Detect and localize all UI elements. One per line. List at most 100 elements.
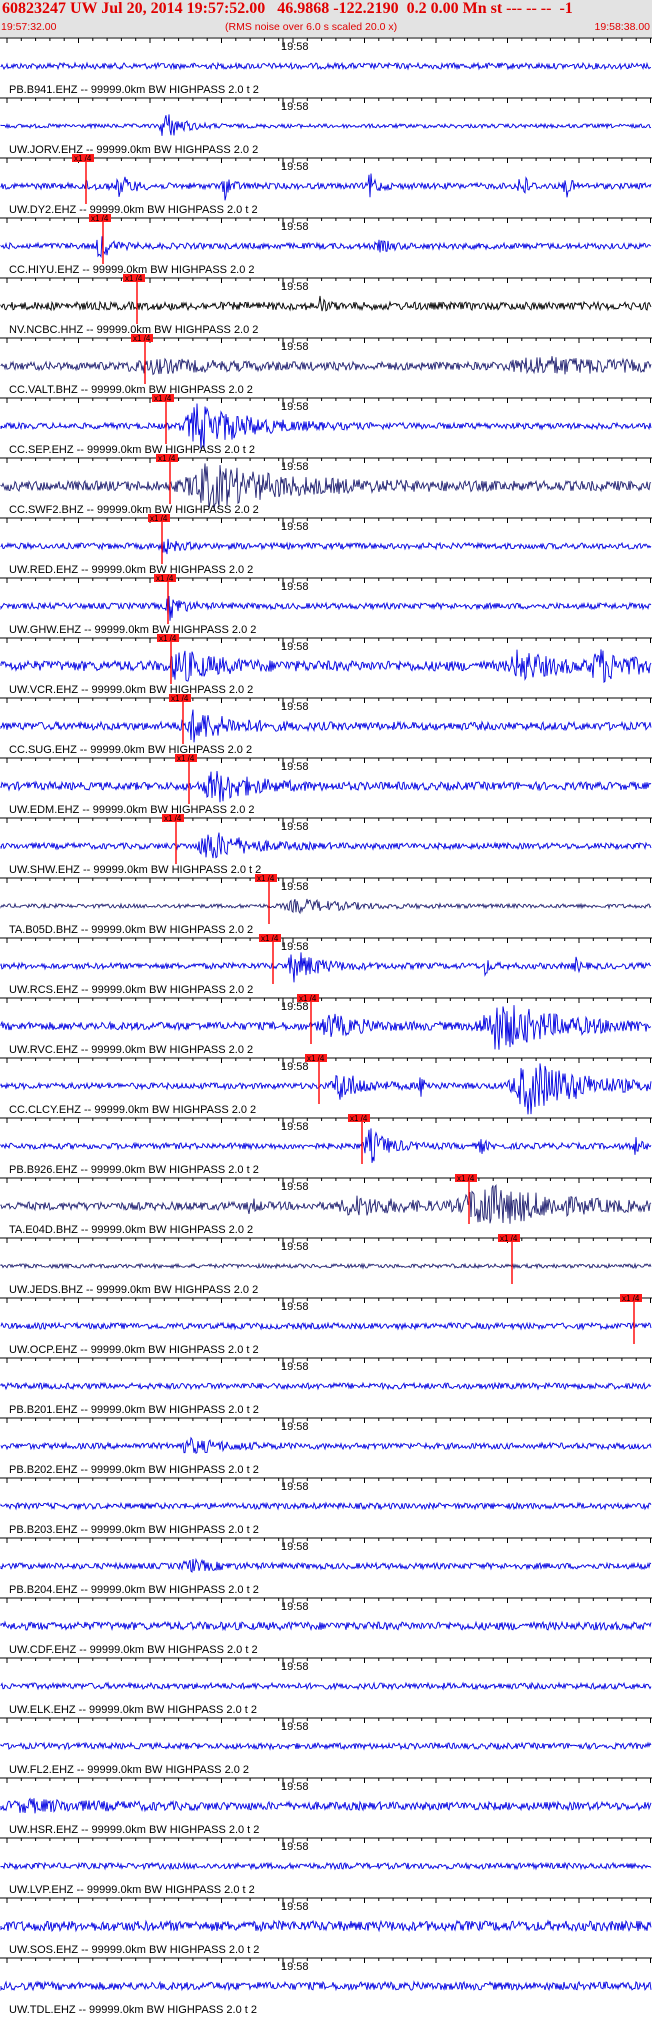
waveform	[0, 1980, 652, 1992]
minute-label: 19:58	[281, 881, 309, 893]
waveform	[0, 770, 652, 803]
pick-label: x1 /4	[177, 754, 195, 763]
minute-label: 19:58	[281, 221, 309, 233]
trace-20: 19:58 x1 /4 UW.JEDS.BHZ -- 99999.0km BW HI…	[0, 1234, 652, 1296]
waveform	[0, 595, 652, 621]
minute-label: 19:58	[281, 41, 309, 53]
station-label: UW.DY2.EHZ -- 99999.0km BW HIGHPASS 2.0 …	[9, 204, 258, 216]
pick-label: x1 /4	[156, 574, 174, 583]
trace-1: 19:58 UW.JORV.EHZ -- 99999.0km BW HIGHPAS…	[0, 97, 652, 156]
minute-label: 19:58	[281, 1541, 309, 1553]
minute-label: 19:58	[281, 1661, 309, 1673]
trace-19: 19:58 x1 /4 TA.E04D.BHZ -- 99999.0km BW HI…	[0, 1174, 652, 1236]
minute-label: 19:58	[281, 281, 309, 293]
trace-22: 19:58 PB.B201.EHZ -- 99999.0km BW HIGHPAS…	[0, 1357, 652, 1416]
scaling-note: (RMS noise over 6.0 s scaled 20.0 x)	[225, 21, 398, 33]
pick-label: x1 /4	[125, 274, 143, 283]
waveform	[0, 403, 652, 450]
trace-6: 19:58 x1 /4 CC.SEP.EHZ -- 99999.0km BW HIG…	[0, 394, 652, 456]
pick-tag	[259, 934, 281, 942]
trace-3: 19:58 x1 /4 CC.HIYU.EHZ -- 99999.0km BW HI…	[0, 214, 652, 276]
waveform	[0, 1128, 652, 1163]
trace-0: 19:58 PB.B941.EHZ -- 99999.0km BW HIGHPAS…	[0, 37, 652, 96]
minute-label: 19:58	[281, 641, 309, 653]
waveform	[0, 1620, 652, 1632]
pick-tag	[157, 634, 179, 642]
minute-label: 19:58	[281, 1301, 309, 1313]
event-title: 60823247 UW Jul 20, 2014 19:57:52.00 46.…	[2, 0, 573, 17]
station-label: PB.B204.EHZ -- 99999.0km BW HIGHPASS 2.0…	[9, 1584, 259, 1596]
waveform	[0, 463, 652, 510]
waveform	[0, 1321, 652, 1331]
pick-tag	[175, 754, 197, 762]
waveform	[0, 1381, 652, 1391]
station-label: TA.B05D.BHZ -- 99999.0km BW HIGHPASS 2.0…	[9, 924, 253, 936]
pick-tag	[152, 394, 174, 402]
pick-tag	[89, 214, 111, 222]
trace-27: 19:58 UW.ELK.EHZ -- 99999.0km BW HIGHPASS…	[0, 1657, 652, 1716]
pick-tag	[498, 1234, 520, 1242]
waveform	[0, 1501, 652, 1511]
trace-29: 19:58 UW.HSR.EHZ -- 99999.0km BW HIGHPASS…	[0, 1777, 652, 1836]
trace-18: 19:58 x1 /4 PB.B926.EHZ -- 99999.0km BW HI…	[0, 1114, 652, 1176]
trace-32: 19:58 UW.TDL.EHZ -- 99999.0km BW HIGHPASS…	[0, 1957, 652, 2016]
pick-tag	[348, 1114, 370, 1122]
station-label: UW.JORV.EHZ -- 99999.0km BW HIGHPASS 2.0…	[9, 144, 258, 156]
waveform	[0, 952, 652, 983]
minute-label: 19:58	[281, 1361, 309, 1373]
minute-label: 19:58	[281, 1961, 309, 1973]
pick-tag	[305, 1054, 327, 1062]
pick-label: x1 /4	[350, 1114, 368, 1123]
minute-label: 19:58	[281, 701, 309, 713]
minute-label: 19:58	[281, 1841, 309, 1853]
station-label: CC.CLCY.EHZ -- 99999.0km BW HIGHPASS 2.0…	[9, 1104, 256, 1116]
pick-label: x1 /4	[91, 214, 109, 223]
trace-25: 19:58 PB.B204.EHZ -- 99999.0km BW HIGHPAS…	[0, 1537, 652, 1596]
pick-tag	[123, 274, 145, 282]
station-label: UW.VCR.EHZ -- 99999.0km BW HIGHPASS 2.0 …	[9, 684, 253, 696]
pick-tag	[255, 874, 277, 882]
station-label: CC.SUG.EHZ -- 99999.0km BW HIGHPASS 2.0 …	[9, 744, 252, 756]
station-label: CC.VALT.BHZ -- 99999.0km BW HIGHPASS 2.0…	[9, 384, 253, 396]
pick-tag	[455, 1174, 477, 1182]
waveform	[0, 1681, 652, 1691]
minute-label: 19:58	[281, 1901, 309, 1913]
waveform	[0, 356, 652, 376]
minute-label: 19:58	[281, 1001, 309, 1013]
minute-label: 19:58	[281, 1601, 309, 1613]
pick-label: x1 /4	[164, 814, 182, 823]
trace-30: 19:58 UW.LVP.EHZ -- 99999.0km BW HIGHPASS…	[0, 1837, 652, 1896]
waveform	[0, 1436, 652, 1454]
station-label: UW.SHW.EHZ -- 99999.0km BW HIGHPASS 2.0 …	[9, 864, 261, 876]
trace-11: 19:58 x1 /4 CC.SUG.EHZ -- 99999.0km BW HIG…	[0, 694, 652, 756]
waveform	[0, 1797, 652, 1814]
station-label: PB.B203.EHZ -- 99999.0km BW HIGHPASS 2.0…	[9, 1524, 259, 1536]
pick-label: x1 /4	[261, 934, 279, 943]
pick-label: x1 /4	[299, 994, 317, 1003]
minute-label: 19:58	[281, 1721, 309, 1733]
waveform	[0, 295, 652, 312]
waveform	[0, 1741, 652, 1751]
minute-label: 19:58	[281, 1181, 309, 1193]
trace-2: 19:58 x1 /4 UW.DY2.EHZ -- 99999.0km BW HIG…	[0, 154, 652, 216]
station-label: PB.B202.EHZ -- 99999.0km BW HIGHPASS 2.0…	[9, 1464, 259, 1476]
minute-label: 19:58	[281, 1421, 309, 1433]
minute-label: 19:58	[281, 161, 309, 173]
trace-9: 19:58 x1 /4 UW.GHW.EHZ -- 99999.0km BW HIG…	[0, 574, 652, 636]
end-time: 19:58:38.00	[594, 21, 650, 33]
trace-4: 19:58 x1 /4 NV.NCBC.HHZ -- 99999.0km BW HI…	[0, 274, 652, 336]
waveform	[0, 173, 652, 201]
station-label: UW.TDL.EHZ -- 99999.0km BW HIGHPASS 2.0 …	[9, 2004, 257, 2016]
station-label: UW.OCP.EHZ -- 99999.0km BW HIGHPASS 2.0 …	[9, 1344, 259, 1356]
trace-10: 19:58 x1 /4 UW.VCR.EHZ -- 99999.0km BW HIG…	[0, 634, 652, 696]
station-label: CC.HIYU.EHZ -- 99999.0km BW HIGHPASS 2.0…	[9, 264, 255, 276]
pick-label: x1 /4	[457, 1174, 475, 1183]
pick-label: x1 /4	[257, 874, 275, 883]
waveform	[0, 114, 652, 136]
station-label: UW.GHW.EHZ -- 99999.0km BW HIGHPASS 2.0 …	[9, 624, 256, 636]
waveform	[0, 1919, 652, 1933]
trace-23: 19:58 PB.B202.EHZ -- 99999.0km BW HIGHPAS…	[0, 1417, 652, 1476]
pick-label: x1 /4	[307, 1054, 325, 1063]
